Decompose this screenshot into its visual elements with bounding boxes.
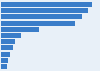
Bar: [1, 45, 13, 50]
Bar: [1, 21, 75, 26]
Bar: [1, 52, 10, 57]
Bar: [1, 33, 21, 38]
Bar: [1, 14, 82, 19]
Bar: [1, 2, 92, 7]
Bar: [1, 64, 7, 69]
Bar: [1, 39, 15, 44]
Bar: [1, 8, 88, 13]
Bar: [1, 58, 8, 63]
Bar: [1, 27, 39, 32]
